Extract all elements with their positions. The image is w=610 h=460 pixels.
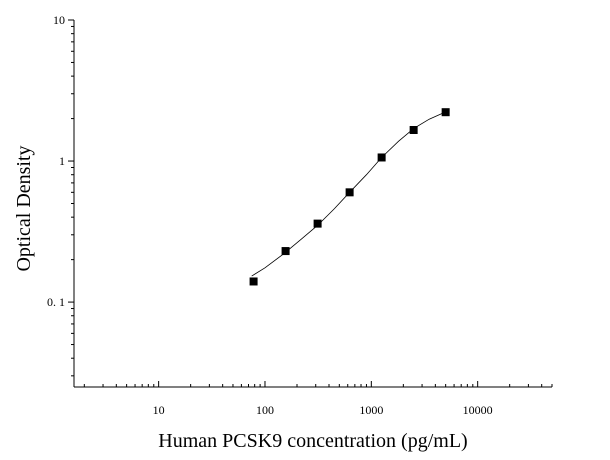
y-tick-label: 10 — [53, 13, 65, 27]
x-axis-title: Human PCSK9 concentration (pg/mL) — [158, 430, 467, 452]
data-point — [441, 108, 450, 117]
x-axis-ticks: 10 100 1000 10000 — [83, 381, 553, 417]
x-tick-label: 1000 — [359, 403, 383, 417]
data-points — [249, 108, 450, 286]
data-point — [377, 153, 386, 162]
axes — [73, 20, 552, 388]
data-point — [409, 125, 418, 134]
y-tick-label: 1 — [59, 154, 65, 168]
y-axis-title: Optical Density — [13, 145, 35, 271]
x-tick-label: 10000 — [463, 403, 493, 417]
x-tick-label: 100 — [256, 403, 274, 417]
data-point — [345, 188, 354, 197]
data-point — [281, 247, 290, 256]
data-point — [313, 219, 322, 228]
y-tick-label: 0. 1 — [47, 295, 65, 309]
data-point — [249, 277, 258, 286]
y-axis-ticks: 0. 1 1 10 — [47, 13, 74, 377]
x-tick-label: 10 — [153, 403, 165, 417]
